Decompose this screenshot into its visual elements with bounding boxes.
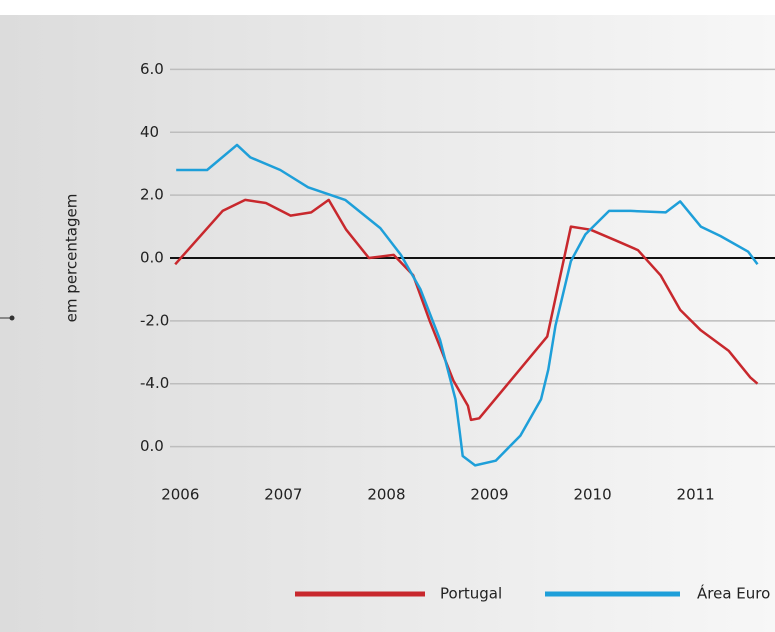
y-tick-label: 6.0 — [140, 60, 164, 78]
y-tick-label: -2.0 — [140, 311, 169, 329]
x-tick-label: 2008 — [367, 486, 405, 504]
x-tick-label: 2006 — [161, 486, 199, 504]
y-tick-label: 0.0 — [140, 437, 164, 455]
series-line — [176, 143, 759, 467]
x-tick-label: 2010 — [573, 486, 611, 504]
y-tick-label: 40 — [140, 123, 159, 141]
legend-label: Portugal — [440, 585, 502, 603]
y-axis-label: em percentagem — [63, 194, 81, 323]
x-tick-label: 2009 — [470, 486, 508, 504]
panel-background — [0, 15, 775, 632]
series-line — [174, 198, 759, 422]
y-tick-label: 0.0 — [140, 249, 164, 267]
legend-label: Área Euro — [697, 584, 770, 603]
x-tick-label: 2011 — [677, 486, 715, 504]
x-tick-label: 2007 — [264, 486, 302, 504]
y-tick-label: 2.0 — [140, 186, 164, 204]
connector-dot — [9, 315, 15, 321]
y-tick-label: -4.0 — [140, 374, 169, 392]
